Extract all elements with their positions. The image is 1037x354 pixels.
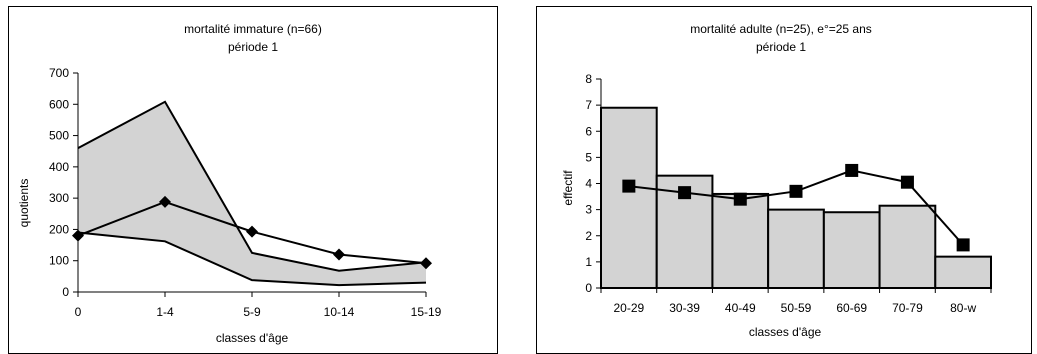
- data-point-diamond: [159, 195, 171, 208]
- data-point-square: [900, 175, 914, 189]
- data-point-square: [678, 186, 692, 200]
- chart-title: mortalité immature (n=66): [184, 22, 322, 36]
- chart-subtitle: période 1: [228, 40, 278, 54]
- data-point-diamond: [333, 248, 345, 261]
- data-point-square: [622, 179, 636, 193]
- bar: [934, 255, 992, 289]
- x-axis-label: classes d'âge: [216, 331, 289, 345]
- bar: [711, 192, 770, 289]
- y-tick-label: 7: [585, 98, 592, 112]
- y-tick-label: 4: [585, 177, 592, 191]
- x-tick-label: 70-79: [892, 301, 923, 315]
- y-tick-label: 400: [49, 160, 69, 174]
- chart-adult-mortality: mortalité adulte (n=25), e°=25 ans pério…: [536, 6, 1032, 354]
- chart-immature-mortality: mortalité immature (n=66) période 1 quot…: [8, 6, 498, 354]
- y-tick-label: 200: [49, 222, 69, 236]
- x-tick-label: 1-4: [156, 305, 174, 319]
- x-tick-label: 0: [75, 305, 82, 319]
- x-tick-label: 40-49: [725, 301, 756, 315]
- band-area: [78, 101, 426, 286]
- x-tick-label: 80-w: [950, 301, 976, 315]
- x-tick-label: 30-39: [669, 301, 700, 315]
- y-tick-label: 300: [49, 191, 69, 205]
- data-point-diamond: [420, 257, 432, 270]
- y-tick-label: 700: [49, 66, 69, 80]
- band-upper-line: [77, 100, 427, 272]
- chart-subtitle: période 1: [756, 40, 806, 54]
- bar: [600, 106, 658, 289]
- y-tick-label: 6: [585, 124, 592, 138]
- y-tick-label: 100: [49, 254, 69, 268]
- x-tick-label: 10-14: [324, 305, 355, 319]
- y-tick-label: 600: [49, 97, 69, 111]
- y-axis-label: effectif: [561, 170, 575, 206]
- plot-area: 0 100 200 300 400 500 600 700 0 1-4 5-9 10-14 15-19: [49, 66, 442, 319]
- y-tick-label: 500: [49, 129, 69, 143]
- x-axis-label: classes d'âge: [749, 325, 822, 339]
- data-point-diamond: [72, 229, 84, 242]
- bar: [767, 208, 825, 289]
- y-tick-label: 3: [585, 203, 592, 217]
- bar: [822, 211, 881, 289]
- y-tick-label: 5: [585, 150, 592, 164]
- y-axis-label: quotients: [17, 179, 31, 228]
- x-tick-label: 15-19: [411, 305, 442, 319]
- x-tick-label: 60-69: [836, 301, 867, 315]
- band-lower-line: [77, 231, 427, 287]
- data-point-square: [789, 184, 803, 198]
- x-tick-label: 50-59: [781, 301, 812, 315]
- y-tick-label: 2: [585, 229, 592, 243]
- data-point-square: [733, 192, 747, 206]
- x-tick-label: 20-29: [614, 301, 645, 315]
- data-point-square: [845, 163, 859, 177]
- y-tick-label: 1: [585, 255, 592, 269]
- data-point-diamond: [246, 225, 258, 238]
- y-tick-label: 0: [62, 285, 69, 299]
- y-tick-label: 8: [585, 72, 592, 86]
- plot-area: 0 1 2 3 4 5 6 7 8 20-29 30-39 40-49 50-59 60-69 70-79 8…: [585, 72, 992, 315]
- chart-title: mortalité adulte (n=25), e°=25 ans: [690, 22, 872, 36]
- x-tick-label: 5-9: [243, 305, 261, 319]
- y-tick-label: 0: [585, 281, 592, 295]
- bar: [878, 204, 937, 289]
- data-point-square: [956, 238, 970, 252]
